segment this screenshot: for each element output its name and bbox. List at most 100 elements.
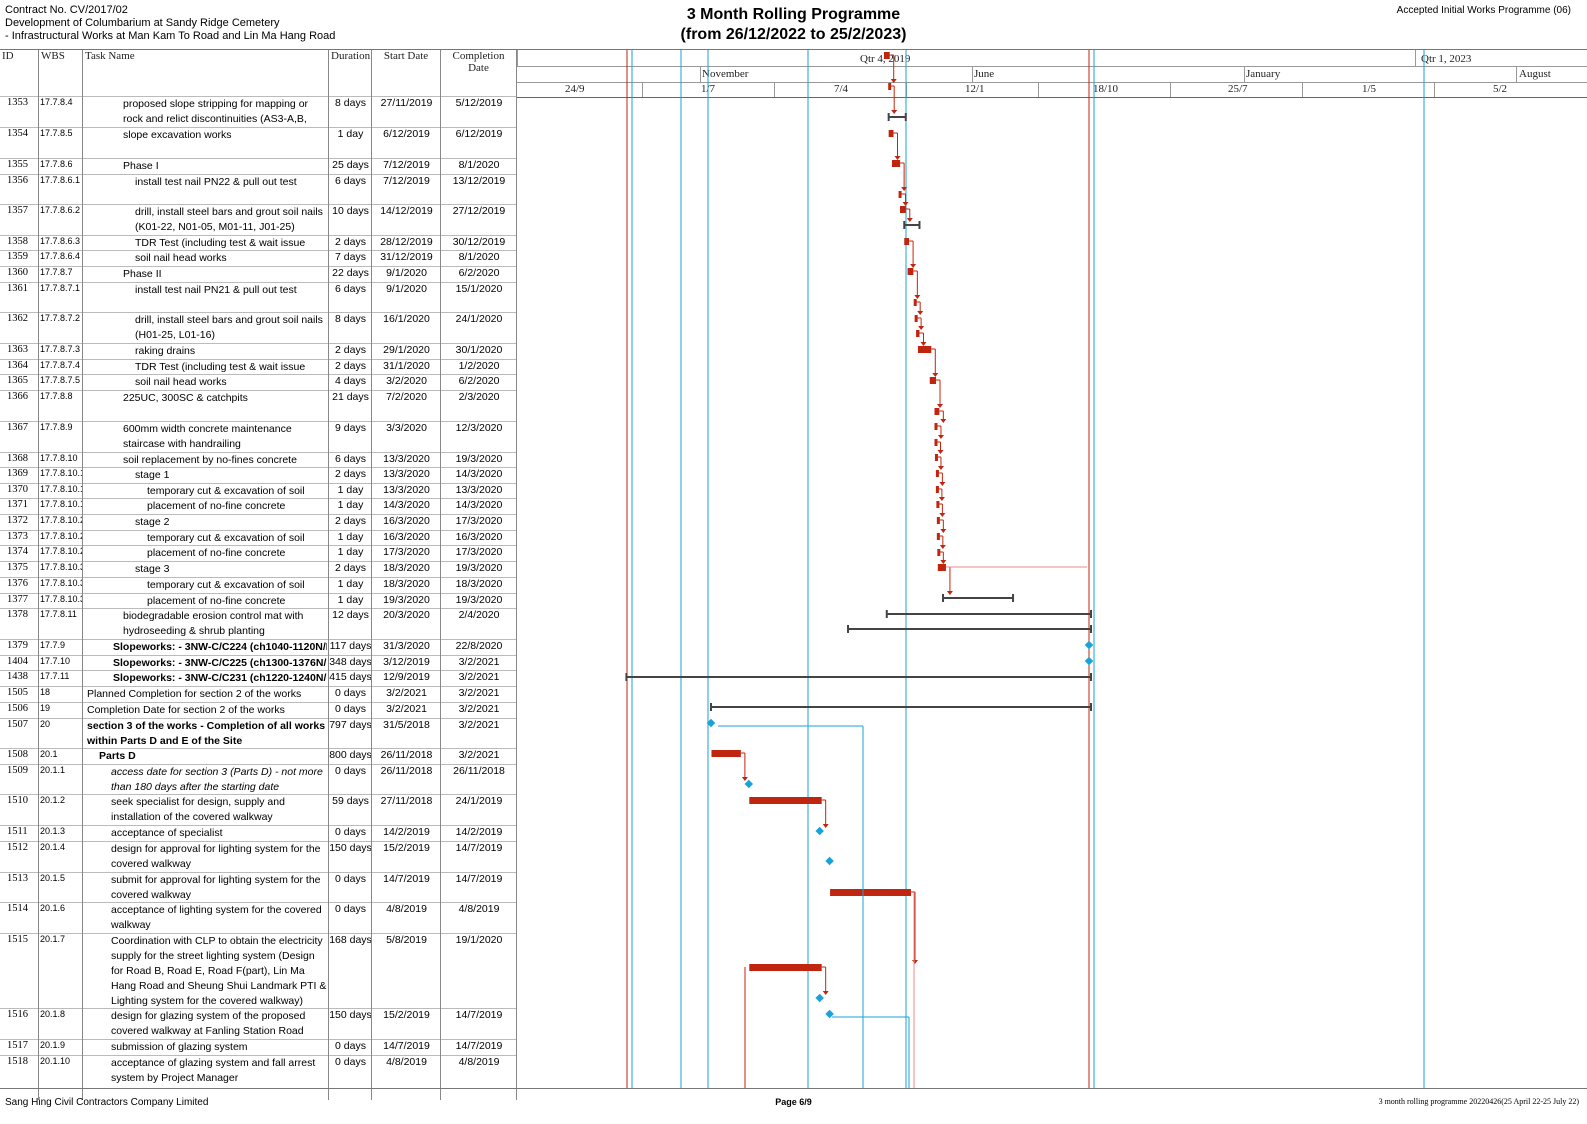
date-label: 12/1 xyxy=(965,83,985,95)
task-wbs: 17.7.9 xyxy=(40,640,66,650)
task-bar xyxy=(936,533,940,540)
task-completion-date: 13/3/2020 xyxy=(455,484,503,496)
task-name: design for glazing system of the propose… xyxy=(111,1010,306,1037)
task-bar xyxy=(888,130,894,137)
task-duration: 0 days xyxy=(335,826,366,838)
task-name: submission of glazing system xyxy=(111,1041,248,1053)
task-bar xyxy=(749,964,822,971)
task-start-date: 3/2/2021 xyxy=(386,687,427,699)
task-name: seek specialist for design, supply and i… xyxy=(111,796,285,823)
task-bar xyxy=(936,517,940,524)
task-bar xyxy=(935,486,939,493)
row-divider xyxy=(0,312,517,313)
task-name: acceptance of lighting system for the co… xyxy=(111,904,322,931)
task-start-date: 16/1/2020 xyxy=(383,313,430,325)
milestone-diamond xyxy=(1084,656,1094,666)
task-id: 1360 xyxy=(7,267,28,278)
task-wbs: 17.7.8.10.2 xyxy=(40,515,83,525)
task-bar xyxy=(891,160,901,167)
task-name: Parts D xyxy=(99,750,136,762)
task-id: 1518 xyxy=(7,1056,28,1067)
month-label: August xyxy=(1519,68,1551,80)
task-start-date: 31/1/2020 xyxy=(383,360,430,372)
task-duration: 0 days xyxy=(335,765,366,777)
task-duration: 59 days xyxy=(332,795,369,807)
dependency-arrow xyxy=(822,824,829,828)
task-name: biodegradable erosion control mat with h… xyxy=(123,610,304,637)
task-bar xyxy=(936,501,940,508)
dependency-arrow xyxy=(906,218,913,222)
row-divider xyxy=(0,266,517,267)
task-id: 1378 xyxy=(7,609,28,620)
task-wbs: 17.7.8.9 xyxy=(40,422,73,432)
task-bar xyxy=(917,346,932,353)
task-duration: 2 days xyxy=(335,468,366,480)
task-duration: 8 days xyxy=(335,313,366,325)
task-completion-date: 18/3/2020 xyxy=(455,578,503,590)
row-divider xyxy=(0,158,517,159)
task-wbs: 17.7.10 xyxy=(40,656,71,666)
task-id: 1356 xyxy=(7,175,28,186)
task-id: 1511 xyxy=(7,826,28,837)
task-id: 1516 xyxy=(7,1009,28,1020)
task-duration: 21 days xyxy=(332,391,369,403)
row-divider xyxy=(0,702,517,703)
task-name: temporary cut & excavation of soil xyxy=(147,579,305,591)
project-line-2: - Infrastructural Works at Man Kam To Ro… xyxy=(5,30,336,42)
task-completion-date: 4/8/2019 xyxy=(458,1056,500,1068)
task-wbs: 17.7.8.11 xyxy=(40,609,77,619)
task-id: 1438 xyxy=(7,671,28,682)
task-completion-date: 4/8/2019 xyxy=(458,903,500,915)
dependency-arrow xyxy=(946,591,953,595)
task-start-date: 7/2/2020 xyxy=(386,391,427,403)
task-wbs: 17.7.8.10.1 xyxy=(40,484,83,494)
task-completion-date: 19/3/2020 xyxy=(455,594,503,606)
column-header-task-name: Task Name xyxy=(83,50,329,100)
row-divider xyxy=(0,483,517,484)
task-completion-date: 14/2/2019 xyxy=(455,826,503,838)
page-number: Page 6/9 xyxy=(775,1097,812,1107)
task-start-date: 27/11/2019 xyxy=(380,97,433,109)
task-id: 1361 xyxy=(7,283,28,294)
row-divider xyxy=(0,1055,517,1056)
task-name: Completion Date for section 2 of the wor… xyxy=(87,704,285,716)
row-divider xyxy=(0,593,517,594)
task-id: 1367 xyxy=(7,422,28,433)
task-name: TDR Test (including test & wait issue re… xyxy=(135,361,306,373)
row-divider xyxy=(0,670,517,671)
task-completion-date: 8/1/2020 xyxy=(458,251,500,263)
task-id: 1515 xyxy=(7,934,28,945)
row-divider xyxy=(0,825,517,826)
date-label: 1/5 xyxy=(1362,83,1377,95)
row-divider xyxy=(0,467,517,468)
task-name: stage 3 xyxy=(135,563,170,575)
task-bar xyxy=(898,191,902,198)
task-completion-date: 30/12/2019 xyxy=(452,236,506,248)
row-divider xyxy=(0,530,517,531)
task-duration: 8 days xyxy=(335,97,366,109)
task-bar xyxy=(914,315,918,322)
task-start-date: 15/2/2019 xyxy=(383,842,430,854)
task-bar xyxy=(937,564,946,571)
column-divider xyxy=(38,50,39,1100)
dependency-arrow xyxy=(918,326,925,330)
milestone-diamond xyxy=(1084,640,1094,650)
row-divider xyxy=(0,498,517,499)
task-duration: 0 days xyxy=(335,687,366,699)
task-id: 1510 xyxy=(7,795,28,806)
task-wbs: 17.7.8.10.3 xyxy=(40,594,83,604)
programme-label: Accepted Initial Works Programme (06) xyxy=(1396,5,1571,16)
task-start-date: 4/8/2019 xyxy=(386,903,427,915)
task-name: install test nail PN21 & pull out test xyxy=(135,284,297,296)
task-start-date: 5/8/2019 xyxy=(386,934,427,946)
row-divider xyxy=(0,561,517,562)
task-start-date: 14/7/2019 xyxy=(383,1040,430,1052)
task-id: 1358 xyxy=(7,236,28,247)
task-completion-date: 5/12/2019 xyxy=(455,97,503,109)
task-name: stage 2 xyxy=(135,516,170,528)
month-label: January xyxy=(1246,68,1281,80)
dependency-arrow xyxy=(940,419,947,423)
dependency-arrow xyxy=(741,777,748,781)
task-duration: 25 days xyxy=(332,159,369,171)
task-name: Coordination with CLP to obtain the elec… xyxy=(111,935,327,1007)
